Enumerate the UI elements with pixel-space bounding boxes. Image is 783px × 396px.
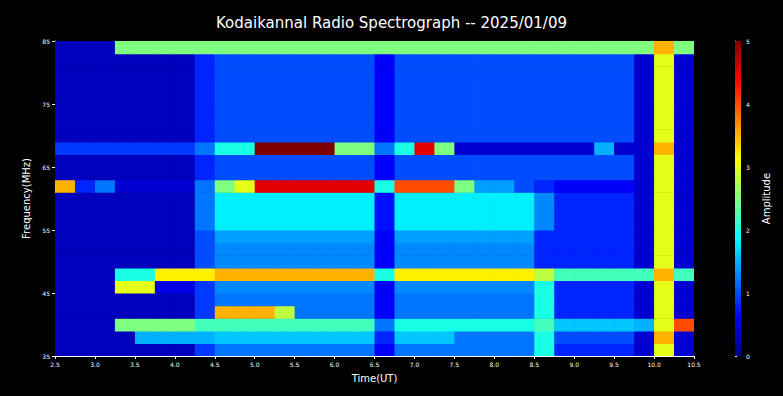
svg-text:5.0: 5.0 [250,361,260,368]
svg-text:7.5: 7.5 [450,361,460,368]
svg-text:0: 0 [746,353,750,360]
svg-text:2: 2 [746,227,750,234]
svg-text:Frequency(MHz): Frequency(MHz) [21,158,32,239]
svg-text:65: 65 [42,164,50,171]
svg-text:Amplitude: Amplitude [761,173,772,224]
svg-text:3.0: 3.0 [90,361,100,368]
svg-text:5: 5 [746,38,750,45]
svg-text:7.0: 7.0 [410,361,420,368]
svg-text:55: 55 [42,227,50,234]
svg-text:10.0: 10.0 [647,361,661,368]
svg-text:1: 1 [746,290,750,297]
svg-text:8.0: 8.0 [490,361,500,368]
svg-text:Kodaikannal Radio Spectrograph: Kodaikannal Radio Spectrograph -- 2025/0… [216,14,567,32]
svg-text:9.5: 9.5 [609,361,619,368]
svg-text:3: 3 [746,164,750,171]
svg-text:6.0: 6.0 [330,361,340,368]
svg-text:4.5: 4.5 [210,361,220,368]
svg-text:9.0: 9.0 [569,361,579,368]
svg-text:75: 75 [42,101,50,108]
svg-text:4: 4 [746,101,750,108]
svg-text:45: 45 [42,290,50,297]
svg-text:2.5: 2.5 [50,361,60,368]
svg-text:Time(UT): Time(UT) [351,373,398,384]
svg-text:5.5: 5.5 [290,361,300,368]
svg-text:85: 85 [42,38,50,45]
svg-text:3.5: 3.5 [130,361,140,368]
svg-text:6.5: 6.5 [370,361,380,368]
svg-text:10.5: 10.5 [687,361,701,368]
svg-text:35: 35 [42,353,50,360]
svg-text:8.5: 8.5 [529,361,539,368]
svg-text:4.0: 4.0 [170,361,180,368]
